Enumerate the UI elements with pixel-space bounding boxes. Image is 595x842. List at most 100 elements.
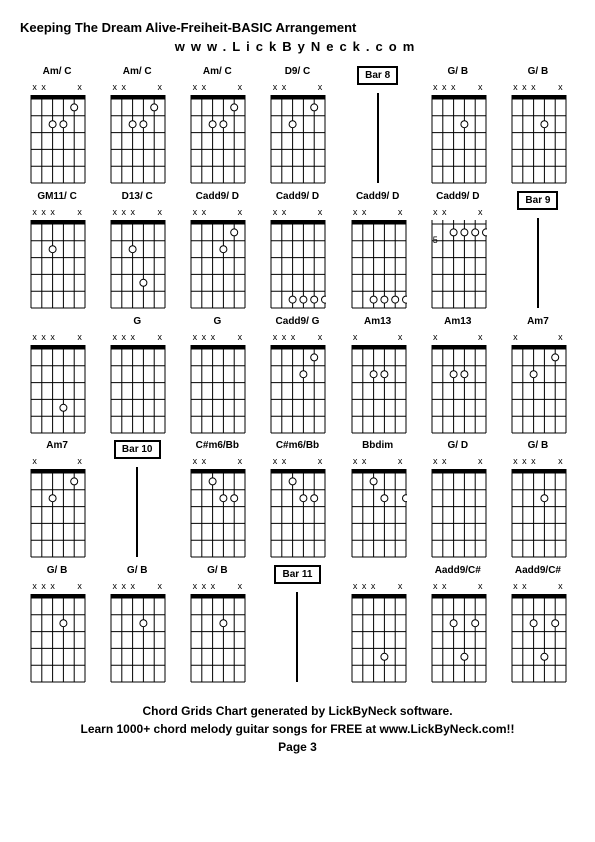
fretboard-svg	[30, 344, 86, 434]
mute-row: xxx	[431, 207, 485, 217]
mute-row: xxx	[190, 456, 244, 466]
chord-label: Aadd9/C#	[515, 565, 561, 579]
footer-line1: Chord Grids Chart generated by LickByNec…	[20, 702, 575, 720]
chord-label: GM11/ C	[37, 191, 76, 205]
chord-label: D13/ C	[122, 191, 153, 205]
chord-cell: Am/ C xxx	[100, 66, 174, 183]
fretboard-svg	[351, 468, 407, 558]
chord-diagram: xx	[431, 332, 485, 432]
mute-row: xxxx	[351, 581, 405, 591]
chord-label: Am/ C	[43, 66, 72, 80]
chord-diagram: xxx	[431, 581, 485, 681]
mute-row: xxx	[431, 581, 485, 591]
fretboard-svg	[511, 468, 567, 558]
fretboard-svg	[190, 468, 246, 558]
fretboard-svg	[30, 219, 86, 309]
chord-cell: Cadd9/ D xxx5	[421, 191, 495, 308]
chord-diagram: xxx	[30, 82, 84, 182]
chord-diagram: xxxx	[351, 581, 405, 681]
chord-diagram: xx	[30, 456, 84, 556]
mute-row: xxx	[270, 82, 324, 92]
fretboard-svg	[30, 593, 86, 683]
mute-row: xxx	[190, 82, 244, 92]
chord-label: Cadd9/ D	[276, 191, 319, 205]
chord-cell: G/ Bxxxx	[501, 440, 575, 557]
fretboard-svg	[511, 344, 567, 434]
mute-row: xxx	[190, 207, 244, 217]
chord-cell: xxxx	[20, 316, 94, 432]
mute-row: xxxx	[511, 82, 565, 92]
fretboard-svg	[190, 94, 246, 184]
chord-cell: G/ B xxxx	[501, 66, 575, 183]
chord-diagram: xxx	[270, 82, 324, 182]
chord-diagram: xxxx	[190, 581, 244, 681]
chord-diagram: xxxx	[110, 207, 164, 307]
chord-label: G	[133, 316, 141, 330]
mute-row: xxxx	[110, 332, 164, 342]
fretboard-svg	[30, 94, 86, 184]
fretboard-svg	[110, 593, 166, 683]
chord-diagram: xxx	[190, 82, 244, 182]
chord-label: G/ B	[447, 66, 468, 80]
chord-cell: Cadd9/ Dxxx	[180, 191, 254, 308]
fretboard-svg	[110, 219, 166, 309]
chord-diagram: xxx	[270, 207, 324, 307]
chord-diagram: xxxx	[431, 82, 485, 182]
chord-label: Cadd9/ G	[276, 316, 320, 330]
bar-line	[377, 93, 379, 183]
chord-cell: G/ Bxxxx	[180, 565, 254, 682]
chord-label: Am13	[444, 316, 471, 330]
chord-cell: G/ B xxxx	[421, 66, 495, 183]
chord-diagram: xxxx	[110, 332, 164, 432]
chord-label: Am/ C	[123, 66, 152, 80]
chord-cell: Cadd9/ G xxxx	[260, 316, 334, 432]
mute-row: xxxx	[270, 332, 324, 342]
chord-label: G/ D	[447, 440, 468, 454]
chord-diagram: xxx	[431, 456, 485, 556]
footer: Chord Grids Chart generated by LickByNec…	[20, 702, 575, 756]
chord-label: G/ B	[528, 66, 549, 80]
footer-line2: Learn 1000+ chord melody guitar songs fo…	[20, 720, 575, 738]
chord-cell: Am13 xx	[421, 316, 495, 432]
bar-marker: Bar 8	[341, 66, 415, 183]
chord-label: Cadd9/ D	[436, 191, 479, 205]
mute-row: xxx	[511, 581, 565, 591]
bar-line	[537, 218, 539, 308]
mute-row: xxx	[351, 456, 405, 466]
mute-row: xxxx	[110, 207, 164, 217]
mute-row: xxxx	[511, 456, 565, 466]
chord-cell: Gxxxx	[180, 316, 254, 432]
mute-row: xxxx	[30, 581, 84, 591]
chord-cell: Cadd9/ D xxx	[341, 191, 415, 308]
chord-diagram: xxx	[190, 456, 244, 556]
chord-label: G/ B	[47, 565, 68, 579]
chord-cell: C#m6/Bb xxx	[180, 440, 254, 557]
chord-diagram: xxx5	[431, 207, 485, 307]
chord-cell: Am7 xx	[20, 440, 94, 557]
mute-row: xxxx	[431, 82, 485, 92]
chord-label: Am7	[46, 440, 68, 454]
bar-line	[296, 592, 298, 682]
chord-cell: G/ D xxx	[421, 440, 495, 557]
chord-diagram: xxx	[351, 207, 405, 307]
footer-page: Page 3	[20, 738, 575, 756]
mute-row: xxx	[110, 82, 164, 92]
fretboard-svg	[30, 468, 86, 558]
chord-label: C#m6/Bb	[196, 440, 239, 454]
chord-label: Cadd9/ D	[356, 191, 399, 205]
chord-diagram: xx	[511, 332, 565, 432]
chord-diagram: xxx	[110, 82, 164, 182]
chord-diagram: xxxx	[511, 456, 565, 556]
chord-cell: Am7xx	[501, 316, 575, 432]
chord-diagram: xxxx	[511, 82, 565, 182]
fretboard-svg	[270, 94, 326, 184]
chord-cell: Am/ C xxx	[20, 66, 94, 183]
mute-row: xxx	[351, 207, 405, 217]
chord-diagram: xxx	[190, 207, 244, 307]
chord-cell: Gxxxx	[100, 316, 174, 432]
mute-row: xxxx	[190, 332, 244, 342]
chord-cell: Aadd9/C#xxx	[421, 565, 495, 682]
bar-label: Bar 9	[517, 191, 558, 210]
mute-row: xxxx	[190, 581, 244, 591]
fretboard-svg	[351, 219, 407, 309]
